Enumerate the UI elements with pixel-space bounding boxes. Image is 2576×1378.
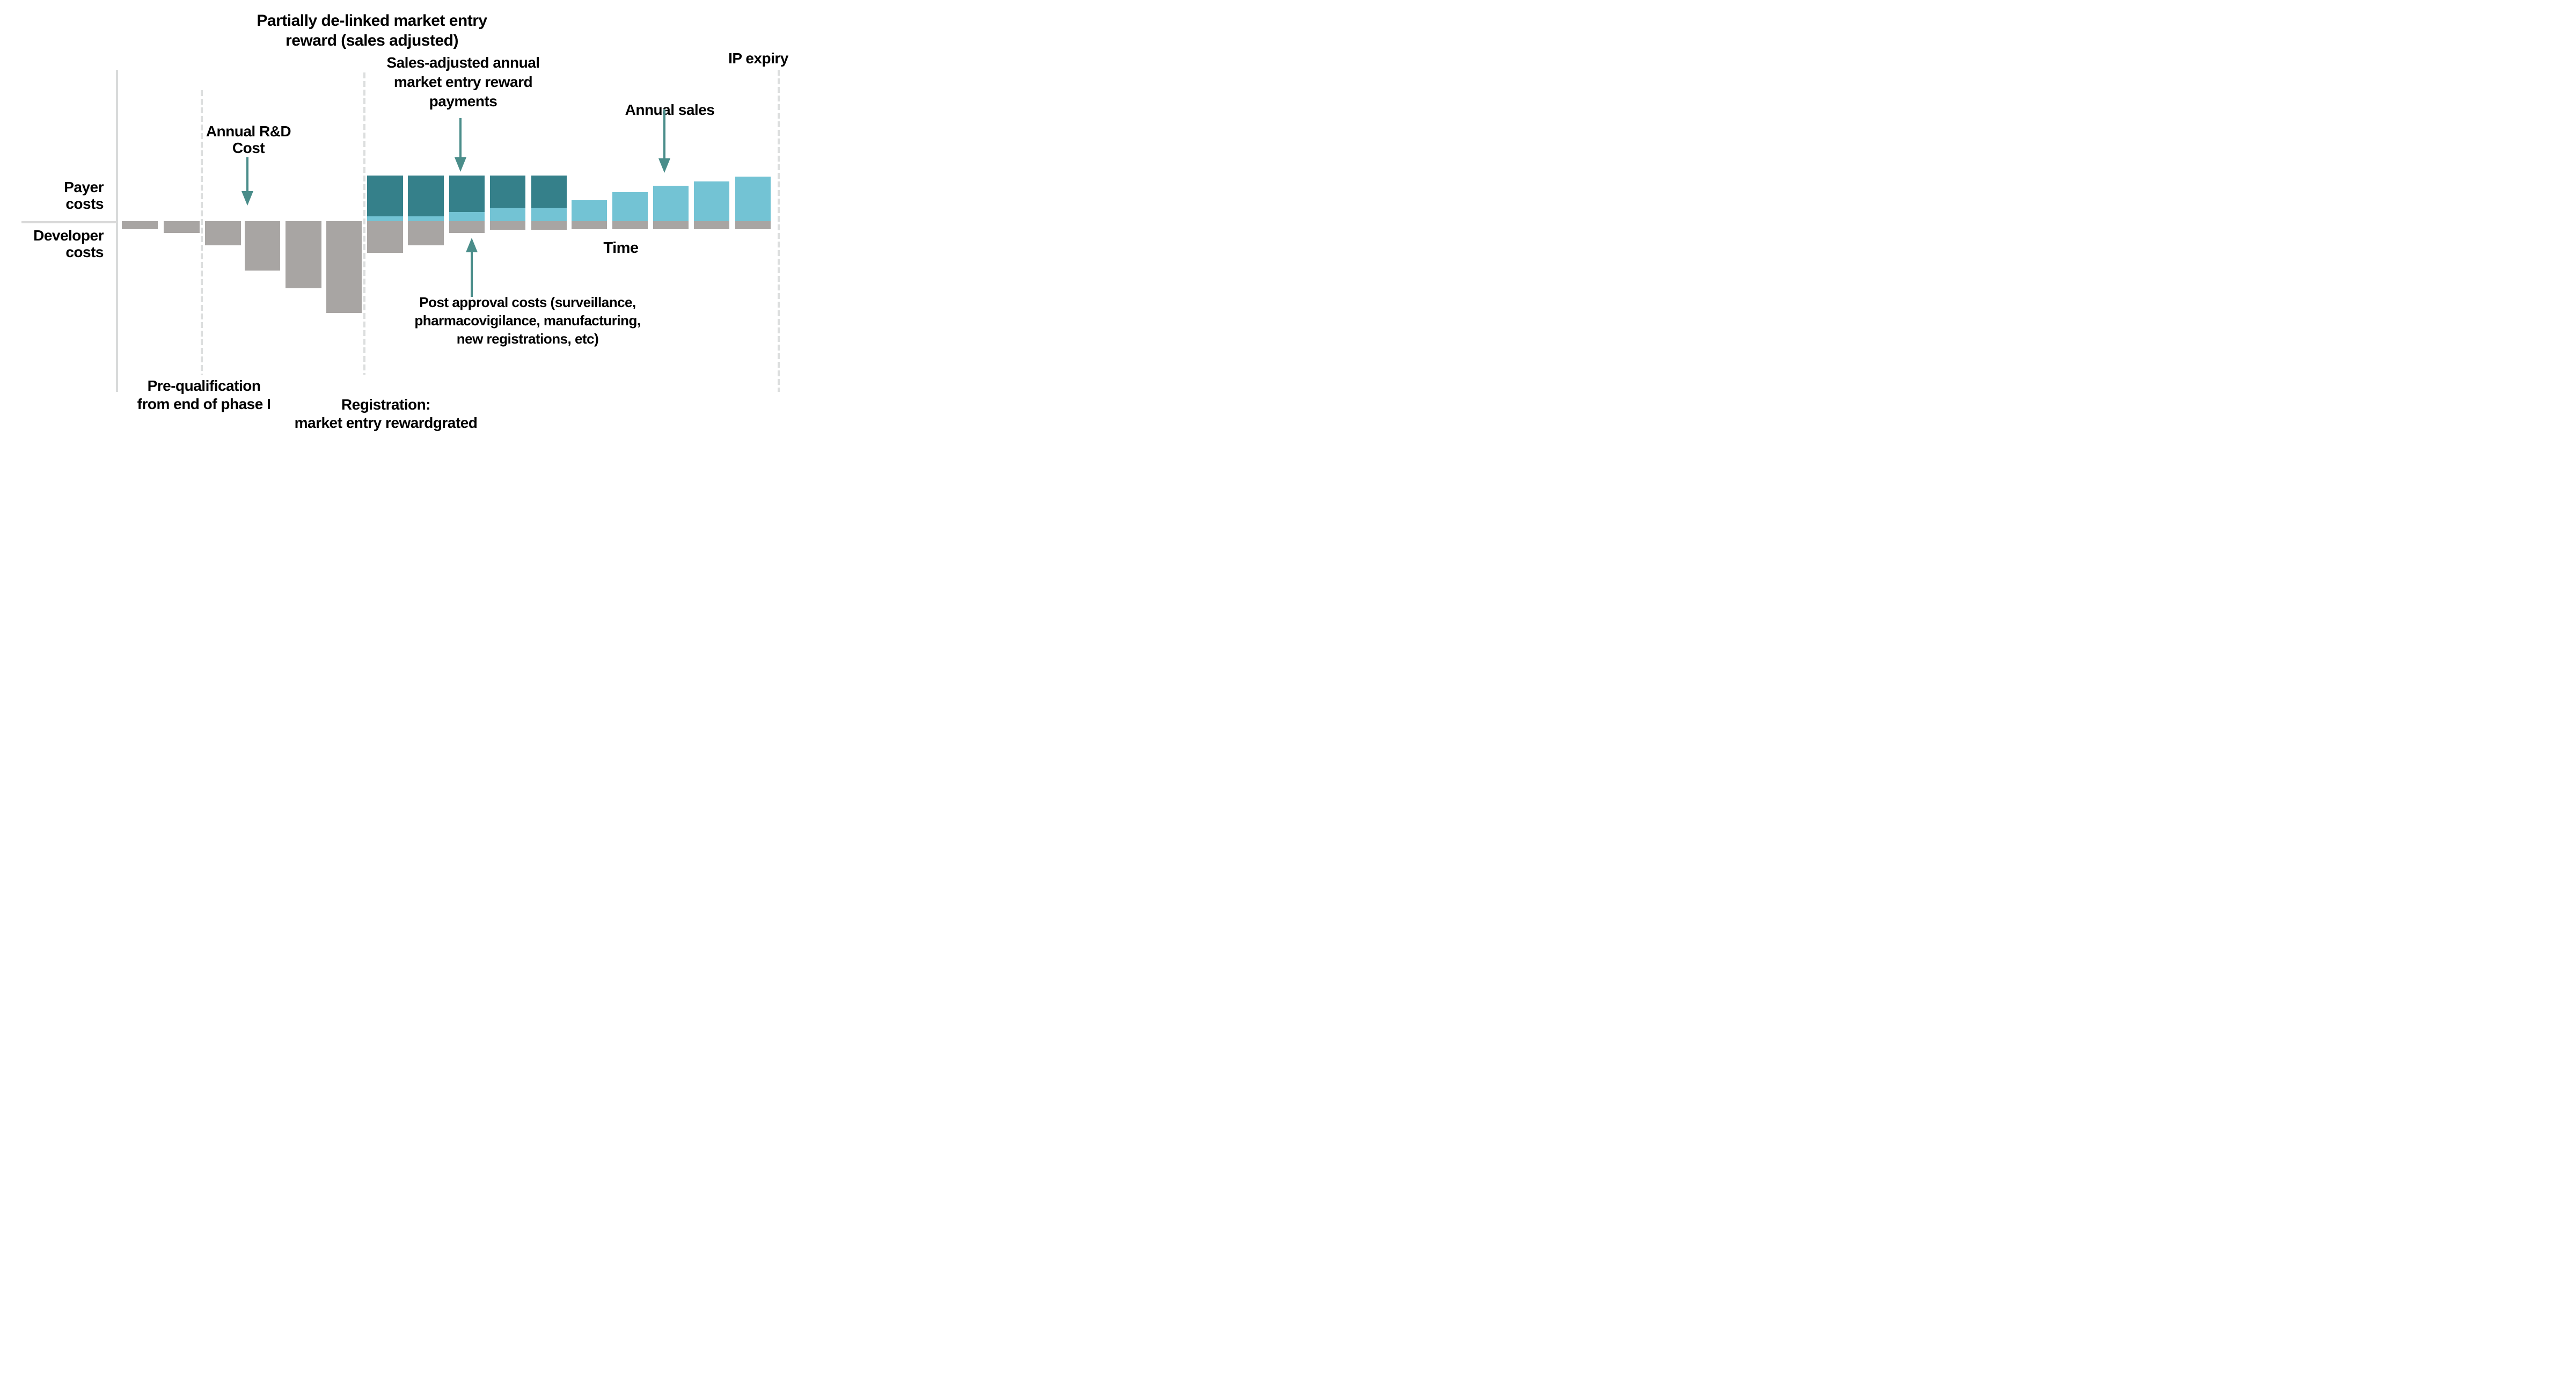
annual-rd-cost-line1: Annual R&D [206, 123, 291, 140]
reward-payments-arrow [455, 118, 466, 172]
registration-label: Registration: market entry rewardgrated [252, 396, 520, 432]
bar-segment-reward [367, 176, 403, 216]
bar-15 [694, 181, 729, 229]
bar-segment-cost [408, 221, 444, 245]
bar-11 [531, 176, 567, 230]
bar-segment-cost [245, 221, 280, 271]
bar-2 [164, 221, 200, 233]
bar-12 [572, 200, 607, 229]
chart-title-line1: Partially de-linked market entry [257, 12, 487, 30]
bar-segment-cost [367, 221, 403, 253]
annual-sales-arrow [658, 110, 670, 173]
bar-10 [490, 176, 525, 230]
bar-segment-cost [531, 221, 567, 230]
chart-title: Partially de-linked market entry reward … [238, 11, 506, 50]
bar-4 [245, 221, 280, 271]
bar-8 [408, 176, 444, 245]
bar-segment-sales [612, 192, 648, 221]
annual-rd-cost-arrow [241, 157, 253, 206]
annual-sales-arrow-head [658, 158, 670, 173]
bar-segment-cost [490, 221, 525, 230]
bar-segment-cost [449, 221, 485, 233]
bar-9 [449, 176, 485, 233]
registration-line2: market entry rewardgrated [294, 414, 478, 431]
bar-3 [205, 221, 241, 245]
ip-expiry-label: IP expiry [728, 50, 788, 67]
bar-segment-sales [531, 208, 567, 221]
bar-segment-reward [531, 176, 567, 208]
bar-segment-cost [653, 221, 689, 229]
bar-13 [612, 192, 648, 229]
chart-left-axis-line [116, 70, 118, 392]
bar-segment-cost [694, 221, 729, 229]
post-approval-arrow [466, 238, 478, 297]
pre-qualification-line2: from end of phase I [137, 396, 271, 412]
reward-payments-arrow-head [455, 157, 466, 172]
payer-costs-label: Payer costs [0, 179, 104, 212]
registration-line1: Registration: [341, 396, 431, 413]
developer-costs-line2: costs [65, 244, 104, 260]
post-approval-arrow-shaft [471, 252, 473, 297]
pre-qualification-line [201, 90, 203, 375]
bar-segment-sales [449, 212, 485, 221]
payer-costs-line2: costs [65, 195, 104, 212]
annual-rd-cost-arrow-head [241, 191, 253, 206]
annual-sales-label: Annual sales [625, 101, 715, 118]
bar-5 [286, 221, 321, 288]
bar-segment-sales [572, 200, 607, 221]
bar-14 [653, 186, 689, 229]
post-approval-label: Post approval costs (surveillance, pharm… [393, 293, 662, 348]
annual-rd-cost-arrow-shaft [246, 157, 248, 191]
bar-segment-reward [490, 176, 525, 208]
bar-segment-reward [408, 176, 444, 216]
annual-rd-cost-label: Annual R&D Cost [168, 123, 329, 156]
bar-7 [367, 176, 403, 253]
bar-segment-cost [572, 221, 607, 229]
developer-costs-line1: Developer [33, 227, 104, 244]
reward-payments-line1: Sales-adjusted annual [386, 54, 540, 71]
post-approval-line1: Post approval costs (surveillance, [419, 294, 636, 310]
bar-segment-cost [612, 221, 648, 229]
bar-segment-cost [735, 221, 771, 229]
pre-qualification-line1: Pre-qualification [147, 377, 261, 394]
bar-6 [326, 221, 362, 313]
bar-segment-sales [735, 177, 771, 221]
bar-segment-cost [286, 221, 321, 288]
bar-segment-sales [694, 181, 729, 221]
post-approval-line3: new registrations, etc) [456, 331, 599, 347]
annual-rd-cost-line2: Cost [232, 140, 265, 156]
bar-segment-sales [367, 216, 403, 221]
developer-costs-label: Developer costs [0, 227, 104, 260]
bar-segment-cost [164, 221, 200, 233]
bar-segment-sales [653, 186, 689, 221]
bar-segment-sales [408, 216, 444, 221]
bar-segment-cost [326, 221, 362, 313]
bar-segment-reward [449, 176, 485, 212]
bar-16 [735, 177, 771, 229]
bar-segment-sales [490, 208, 525, 221]
time-label: Time [603, 239, 639, 257]
pre-qualification-label: Pre-qualification from end of phase I [97, 377, 311, 413]
reward-payments-label: Sales-adjusted annual market entry rewar… [329, 53, 597, 111]
ip-expiry-line [778, 70, 780, 392]
reward-payments-line2: market entry reward [393, 74, 533, 90]
chart-title-line2: reward (sales adjusted) [286, 32, 458, 49]
post-approval-arrow-head [466, 238, 478, 252]
bar-1 [122, 221, 158, 229]
post-approval-line2: pharmacovigilance, manufacturing, [414, 312, 641, 329]
zero-baseline [21, 221, 117, 223]
chart-canvas: Partially de-linked market entry reward … [0, 0, 859, 460]
bar-segment-cost [122, 221, 158, 229]
annual-sales-arrow-shaft [663, 110, 665, 158]
bar-segment-cost [205, 221, 241, 245]
reward-payments-line3: payments [429, 93, 497, 110]
payer-costs-line1: Payer [64, 179, 104, 195]
reward-payments-arrow-shaft [459, 118, 462, 157]
registration-line [363, 72, 365, 375]
